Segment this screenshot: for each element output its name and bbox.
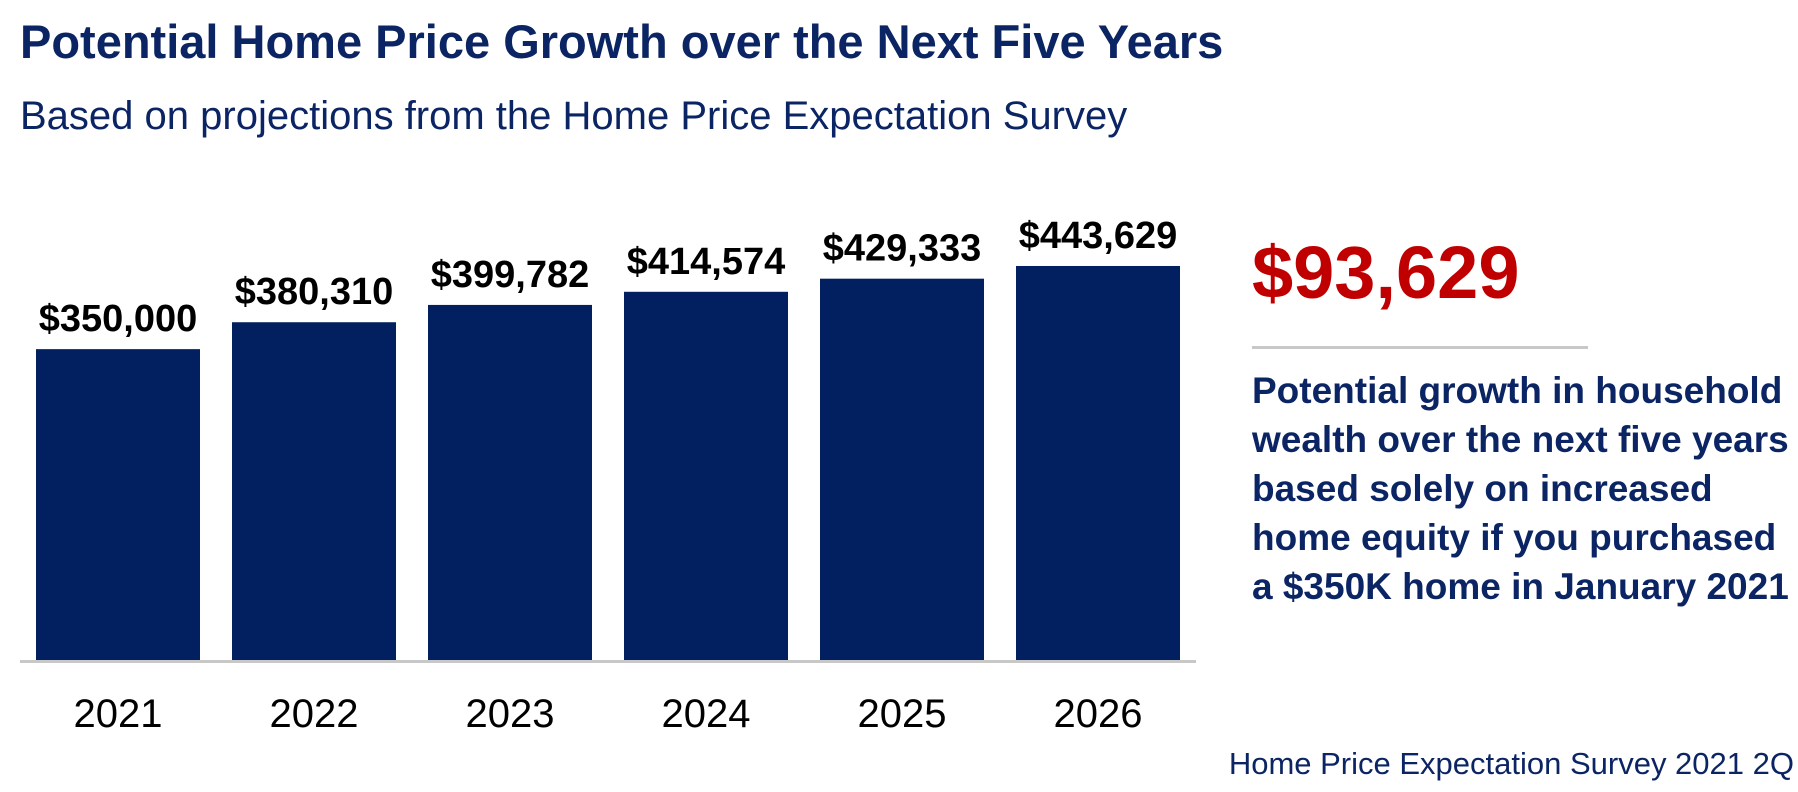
tick-label-2022: 2022 — [270, 692, 359, 736]
data-label-2025: $429,333 — [823, 228, 982, 270]
wealth-growth-description: Potential growth in household wealth ove… — [1252, 370, 1789, 607]
data-label-2024: $414,574 — [627, 241, 786, 283]
x-axis-tick-labels: 2021 2022 2023 2024 2025 2026 — [74, 692, 1143, 736]
bar-2023 — [428, 304, 592, 660]
wealth-growth-value: $93,629 — [1252, 231, 1520, 314]
tick-label-2021: 2021 — [74, 692, 163, 736]
data-label-2026: $443,629 — [1019, 215, 1178, 257]
tick-label-2024: 2024 — [662, 692, 751, 736]
bar-chart: $350,000 $380,310 $399,782 $414,574 $429,333… — [20, 215, 1196, 736]
tick-label-2025: 2025 — [858, 692, 947, 736]
bar-2024 — [624, 291, 788, 660]
bar-2026 — [1016, 265, 1180, 660]
data-label-2022: $380,310 — [235, 271, 394, 313]
data-label-2023: $399,782 — [431, 254, 590, 296]
chart-subtitle: Based on projections from the Home Price… — [20, 94, 1128, 138]
callout-divider — [1252, 346, 1588, 349]
tick-label-2026: 2026 — [1054, 692, 1143, 736]
bar-2022 — [232, 322, 396, 660]
data-labels: $350,000 $380,310 $399,782 $414,574 $429,333… — [39, 215, 1178, 340]
data-label-2021: $350,000 — [39, 298, 198, 340]
bar-2025 — [820, 278, 984, 660]
bar-2021 — [36, 349, 200, 660]
bar-series — [36, 265, 1180, 660]
source-note: Home Price Expectation Survey 2021 2Q — [1228, 746, 1794, 781]
tick-label-2023: 2023 — [466, 692, 555, 736]
chart-title: Potential Home Price Growth over the Nex… — [20, 15, 1224, 68]
